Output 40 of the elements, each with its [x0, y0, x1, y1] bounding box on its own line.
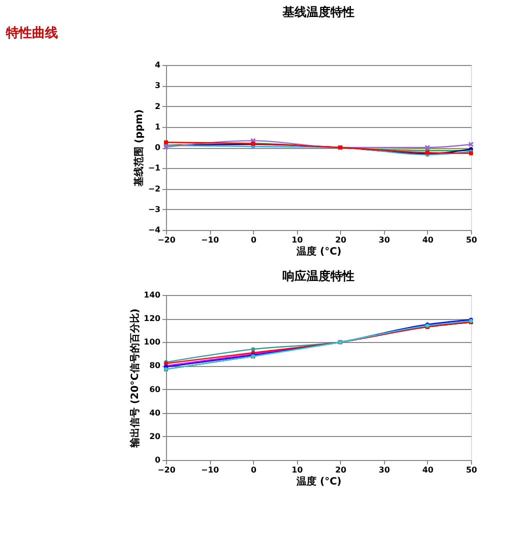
y-tick-label: 40: [149, 408, 161, 418]
y-tick-label: 0: [154, 456, 161, 464]
x-tick-label: 50: [466, 466, 478, 474]
y-tick-label: 0: [154, 143, 161, 152]
x-tick-label: 40: [422, 466, 434, 474]
x-axis-title: 温度 (°C): [296, 246, 342, 258]
x-tick-label: 30: [378, 466, 390, 474]
x-tick-label: −10: [201, 236, 220, 244]
y-tick-label: 120: [144, 314, 161, 324]
x-tick-label: 20: [335, 236, 347, 244]
y-tick-label: 100: [144, 338, 161, 347]
y-tick-label: 80: [149, 361, 161, 370]
chart-title: 基线温度特性: [282, 5, 354, 19]
y-tick-label: 140: [144, 290, 161, 300]
y-tick-label: −2: [148, 184, 160, 194]
x-tick-label: 0: [250, 466, 257, 474]
x-tick-label: 0: [250, 236, 257, 244]
x-tick-label: 10: [292, 466, 304, 474]
y-tick-label: −3: [148, 204, 160, 214]
x-tick-label: 20: [335, 466, 347, 474]
x-tick-label: 30: [378, 236, 390, 244]
y-tick-label: 60: [149, 384, 161, 394]
y-tick-label: 1: [154, 122, 161, 132]
y-tick-label: −1: [148, 164, 161, 173]
x-tick-label: −10: [201, 466, 220, 474]
x-tick-label: 50: [466, 236, 478, 244]
y-axis-title: 基线范围 (ppm): [133, 109, 146, 188]
x-tick-label: −20: [158, 466, 176, 474]
x-tick-label: −20: [158, 236, 176, 244]
text: 特性曲线: [5, 26, 58, 41]
y-tick-label: 20: [149, 432, 161, 441]
x-axis-title: 温度 (°C): [296, 476, 342, 488]
y-tick-label: 4: [154, 60, 161, 70]
chart-title: 响应温度特性: [282, 269, 354, 283]
y-tick-label: 3: [154, 81, 160, 90]
y-axis-title: 输出信号 (20°C信号的百分比): [128, 308, 141, 448]
x-tick-label: 10: [292, 236, 304, 244]
y-tick-label: 2: [154, 102, 160, 111]
y-tick-label: −4: [148, 226, 161, 234]
x-tick-label: 40: [422, 236, 434, 244]
